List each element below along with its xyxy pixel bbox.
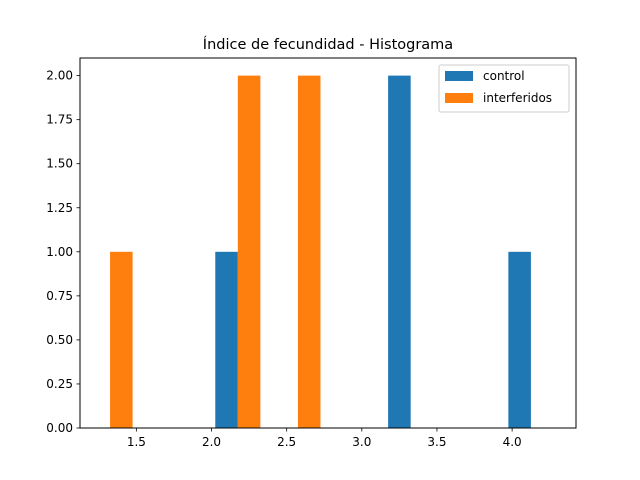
y-tick-label: 0.25 xyxy=(46,377,73,391)
bar-interferidos-2 xyxy=(297,75,321,428)
bar-interferidos-0 xyxy=(110,251,133,428)
y-axis: 0.00 0.25 0.50 0.75 1.00 1.25 1.50 1.75 2.00 xyxy=(46,69,80,435)
bars-layer xyxy=(110,75,531,428)
y-tick-label: 0.00 xyxy=(46,421,73,435)
x-axis: 1.5 2.0 2.5 3.0 3.5 4.0 xyxy=(127,428,522,449)
y-tick-label: 1.50 xyxy=(46,157,73,171)
bar-control-2 xyxy=(508,251,531,428)
legend-label-control: control xyxy=(483,69,525,83)
x-tick-label: 3.5 xyxy=(427,435,446,449)
legend: control interferidos xyxy=(438,64,570,113)
legend-swatch-interferidos xyxy=(445,93,473,103)
bar-control-0 xyxy=(215,251,238,428)
x-tick-label: 3.0 xyxy=(352,435,371,449)
y-tick-label: 2.00 xyxy=(46,69,73,83)
y-tick-label: 0.50 xyxy=(46,333,73,347)
y-tick-label: 0.75 xyxy=(46,289,73,303)
bar-interferidos-1 xyxy=(237,75,261,428)
plot-frame xyxy=(79,57,577,429)
y-tick-label: 1.25 xyxy=(46,201,73,215)
x-tick-label: 2.0 xyxy=(202,435,221,449)
x-tick-label: 4.0 xyxy=(503,435,522,449)
legend-swatch-control xyxy=(445,71,473,81)
legend-label-interferidos: interferidos xyxy=(483,91,552,105)
y-tick-label: 1.00 xyxy=(46,245,73,259)
x-tick-label: 1.5 xyxy=(127,435,146,449)
bar-control-1 xyxy=(388,75,411,428)
y-tick-label: 1.75 xyxy=(46,113,73,127)
chart-title: Índice de fecundidad - Histograma xyxy=(203,36,453,53)
x-tick-label: 2.5 xyxy=(277,435,296,449)
